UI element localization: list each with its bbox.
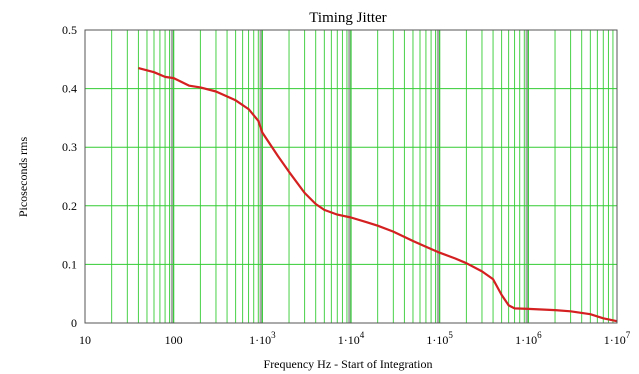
x-tick-label: 1·107 [604, 330, 631, 347]
y-tick-label: 0.3 [62, 140, 77, 154]
x-axis-label: Frequency Hz - Start of Integration [264, 357, 433, 371]
data-series [138, 67, 618, 323]
y-tick-label: 0.5 [62, 23, 77, 37]
decade-band [170, 30, 174, 323]
decade-band [348, 30, 352, 323]
x-tick-label: 100 [165, 333, 183, 347]
y-axis-label: Picoseconds rms [16, 137, 30, 218]
y-tick-label: 0 [71, 316, 77, 330]
y-tick-label: 0.2 [62, 199, 77, 213]
decade-band [259, 30, 263, 323]
x-tick-label: 1·106 [515, 330, 542, 347]
y-tick-label: 0.4 [62, 82, 77, 96]
jitter-line [138, 67, 618, 323]
chart-title: Timing Jitter [309, 10, 386, 26]
grid-lines [85, 30, 617, 323]
x-tick-label: 1·103 [249, 330, 276, 347]
plot-frame [84, 29, 618, 324]
y-tick-label: 0.1 [62, 257, 77, 271]
x-tick-label: 1·104 [338, 330, 365, 347]
decade-band [525, 30, 529, 323]
tick-labels: 0 0.1 0.2 0.3 0.4 0.5 10 100 1·103 1·104 1·105 1·10… [62, 23, 631, 347]
decade-band [436, 30, 440, 323]
x-tick-label: 1·105 [426, 330, 453, 347]
x-tick-label: 10 [79, 333, 91, 347]
